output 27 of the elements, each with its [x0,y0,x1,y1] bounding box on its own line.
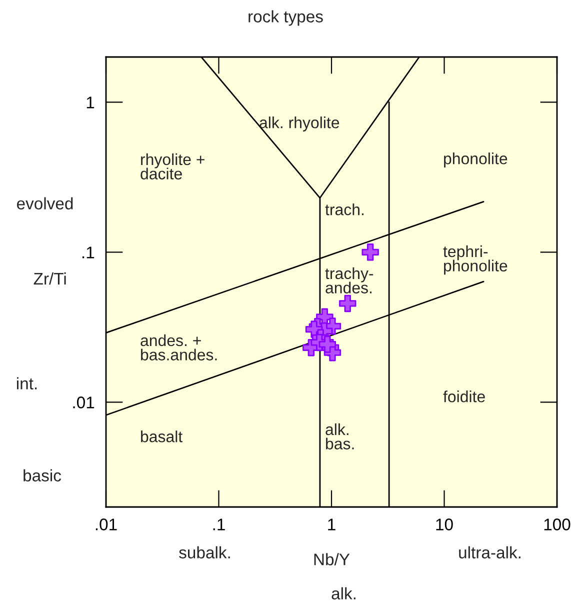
text: alk. [332,587,356,600]
x-tick-label: 1 [328,518,336,530]
annotation: foidite [443,390,485,402]
x-tick-label: .1 [213,518,225,530]
annotation: alk. bas. [326,423,354,450]
text: basic [24,469,62,482]
x-tick-label: .01 [96,518,117,530]
x-tick-label: 100 [544,518,570,530]
text: ultra-alk. [459,546,520,558]
annotation: basalt [141,430,183,442]
annotation: trachy- andes. [325,267,374,294]
y-tick-label: .01 [73,396,94,408]
text: subalk. [179,546,230,558]
chart-title: rock types [248,10,323,26]
annotation: alk. rhyolite [260,116,340,132]
annotation: trach. [325,204,364,216]
y-tick-label: .1 [82,246,94,258]
y-axis-title: Zr/Ti [34,272,66,285]
x-tick-label: 10 [436,518,453,530]
x-axis-title: Nb/Y [314,553,350,566]
text: evolved [16,197,73,210]
annotation: phonolite [444,152,508,168]
annotation: tephri- phonolite [443,245,508,275]
y-tick-label: 1 [86,96,94,108]
annotation: rhyolite + dacite [140,153,204,180]
annotation: andes. + bas.andes. [140,334,217,360]
text: int. [17,377,37,390]
